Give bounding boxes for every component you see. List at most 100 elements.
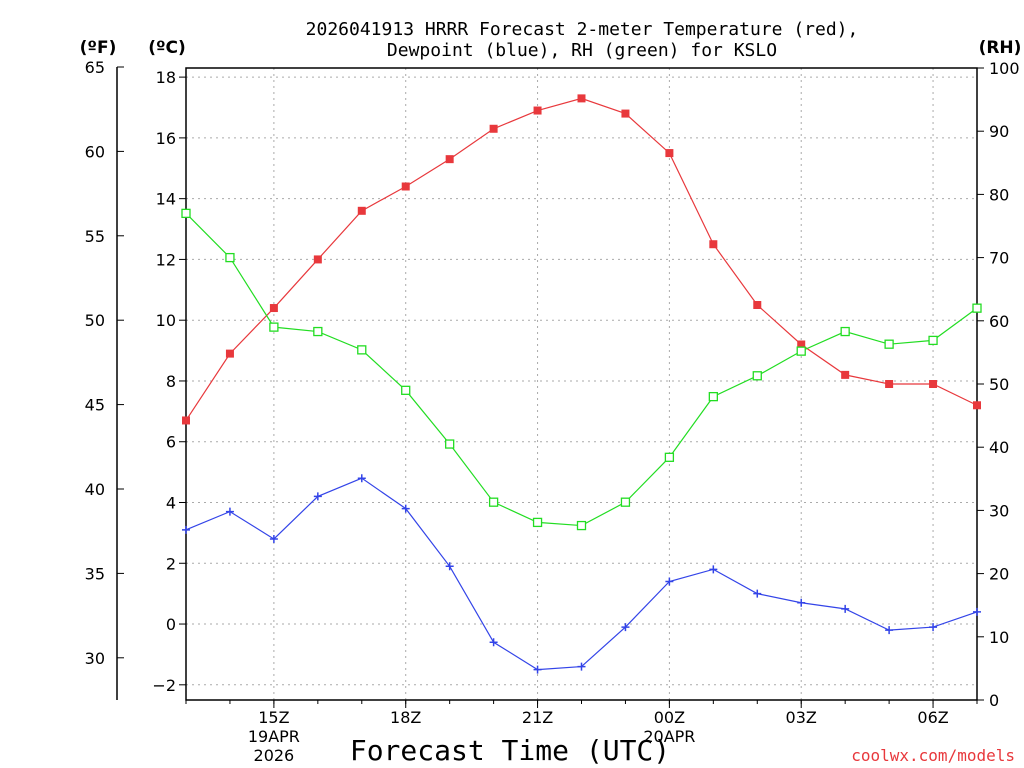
dewpoint-point bbox=[313, 492, 322, 501]
celsius-tick-label: −2 bbox=[152, 676, 176, 695]
dewpoint-point bbox=[445, 562, 454, 571]
celsius-tick-label: 18 bbox=[156, 68, 176, 87]
rh-point bbox=[269, 322, 279, 332]
fahrenheit-tick-label: 55 bbox=[85, 227, 105, 246]
dewpoint-point bbox=[357, 474, 366, 483]
rh-tick-label: 20 bbox=[989, 565, 1009, 584]
x-year-label: 2026 bbox=[254, 746, 295, 765]
rh-point bbox=[708, 391, 718, 402]
dewpoint-line bbox=[185, 477, 978, 671]
rh-point bbox=[620, 497, 631, 507]
credit-text: coolwx.com/models bbox=[851, 746, 1015, 765]
x-tick-label: 15Z bbox=[258, 708, 289, 727]
2-meter-temperature-point bbox=[709, 240, 718, 249]
2-meter-temperature-point bbox=[533, 106, 542, 115]
celsius-tick-label: 8 bbox=[166, 372, 176, 391]
rh-tick-label: 60 bbox=[989, 312, 1009, 331]
dewpoint-point bbox=[489, 638, 498, 647]
fahrenheit-tick-label: 40 bbox=[85, 480, 105, 499]
chart-subtitle: Dewpoint (blue), RH (green) for KSLO bbox=[387, 40, 777, 61]
2-meter-temperature-point bbox=[401, 182, 410, 191]
rh-tick-label: 70 bbox=[989, 249, 1009, 268]
fahrenheit-tick-label: 45 bbox=[85, 396, 105, 415]
dewpoint-point bbox=[797, 598, 806, 607]
dewpoint-point bbox=[929, 623, 938, 632]
rh-point bbox=[357, 345, 367, 355]
axes: −2 0 2 4 6 8 10 12 14 16 18 30 35 40 45 50 55 60 65 0 10 20 30… bbox=[85, 58, 1020, 765]
celsius-tick-label: 0 bbox=[166, 615, 176, 634]
x-tick-label: 18Z bbox=[390, 708, 421, 727]
2-meter-temperature-point bbox=[841, 370, 850, 379]
2-meter-temperature-point bbox=[621, 109, 630, 118]
celsius-tick-label: 2 bbox=[166, 554, 176, 573]
dewpoint-point bbox=[577, 662, 586, 671]
2-meter-temperature-point bbox=[357, 206, 366, 215]
dewpoint-series bbox=[182, 474, 981, 674]
2-meter-temperature-point bbox=[973, 401, 981, 410]
dewpoint-point bbox=[841, 604, 850, 613]
series bbox=[181, 94, 982, 674]
fahrenheit-tick-label: 60 bbox=[85, 142, 105, 161]
fahrenheit-unit-label: (ºF) bbox=[80, 38, 117, 58]
dewpoint-point bbox=[753, 589, 762, 598]
2-meter-temperature-series bbox=[182, 94, 981, 425]
rh-point bbox=[401, 385, 411, 395]
2-meter-temperature-point bbox=[797, 340, 806, 349]
dewpoint-point bbox=[269, 534, 278, 543]
celsius-tick-label: 4 bbox=[166, 494, 176, 513]
dewpoint-point bbox=[533, 665, 542, 674]
x-date-label: 19APR bbox=[248, 727, 300, 746]
dewpoint-point bbox=[709, 565, 718, 574]
rh-tick-label: 0 bbox=[989, 691, 999, 710]
2-meter-temperature-point bbox=[489, 124, 498, 133]
2-meter-temperature-point bbox=[929, 380, 938, 388]
celsius-tick-label: 14 bbox=[156, 190, 176, 209]
rh-tick-label: 50 bbox=[989, 375, 1009, 394]
rh-point bbox=[752, 371, 762, 381]
celsius-unit-label: (ºC) bbox=[148, 38, 186, 58]
chart-title: 2026041913 HRRR Forecast 2-meter Tempera… bbox=[306, 19, 859, 40]
rh-tick-label: 80 bbox=[989, 185, 1009, 204]
dewpoint-point bbox=[885, 626, 894, 635]
x-tick-label: 00Z bbox=[654, 708, 685, 727]
rh-tick-label: 90 bbox=[989, 122, 1009, 141]
fahrenheit-tick-label: 30 bbox=[85, 649, 105, 668]
dewpoint-point bbox=[182, 525, 190, 534]
x-date-label: 20APR bbox=[643, 727, 695, 746]
rh-point bbox=[445, 439, 455, 449]
2-meter-temperature-point bbox=[445, 155, 454, 164]
x-tick-label: 21Z bbox=[522, 708, 553, 727]
x-tick-label: 06Z bbox=[917, 708, 948, 727]
rh-line bbox=[185, 212, 978, 527]
rh-tick-label: 100 bbox=[989, 59, 1020, 78]
rh-point bbox=[488, 497, 499, 507]
x-axis-label: Forecast Time (UTC) bbox=[350, 734, 670, 767]
rh-point bbox=[576, 520, 587, 531]
celsius-tick-label: 16 bbox=[156, 129, 176, 148]
dewpoint-point bbox=[621, 623, 630, 632]
rh-tick-label: 40 bbox=[989, 438, 1009, 457]
2-meter-temperature-point bbox=[313, 255, 322, 264]
dewpoint-point bbox=[665, 577, 674, 586]
rh-point bbox=[884, 339, 894, 349]
rh-point bbox=[972, 303, 982, 313]
rh-point bbox=[313, 326, 323, 337]
plot-frame bbox=[185, 67, 978, 701]
celsius-tick-label: 6 bbox=[166, 433, 176, 452]
2-meter-temperature-point bbox=[577, 94, 586, 103]
rh-point bbox=[796, 346, 806, 356]
rh-point bbox=[840, 326, 850, 337]
2-meter-temperature-point bbox=[665, 149, 674, 158]
fahrenheit-tick-label: 50 bbox=[85, 311, 105, 330]
rh-point bbox=[181, 208, 191, 219]
fahrenheit-tick-label: 35 bbox=[85, 564, 105, 583]
fahrenheit-tick-label: 65 bbox=[85, 58, 105, 77]
rh-series bbox=[181, 208, 982, 531]
2-meter-temperature-point bbox=[753, 301, 762, 309]
rh-tick-label: 30 bbox=[989, 501, 1009, 520]
2-meter-temperature-point bbox=[269, 304, 278, 313]
dewpoint-point bbox=[225, 507, 234, 516]
celsius-tick-label: 12 bbox=[156, 250, 176, 269]
dewpoint-point bbox=[973, 607, 981, 616]
